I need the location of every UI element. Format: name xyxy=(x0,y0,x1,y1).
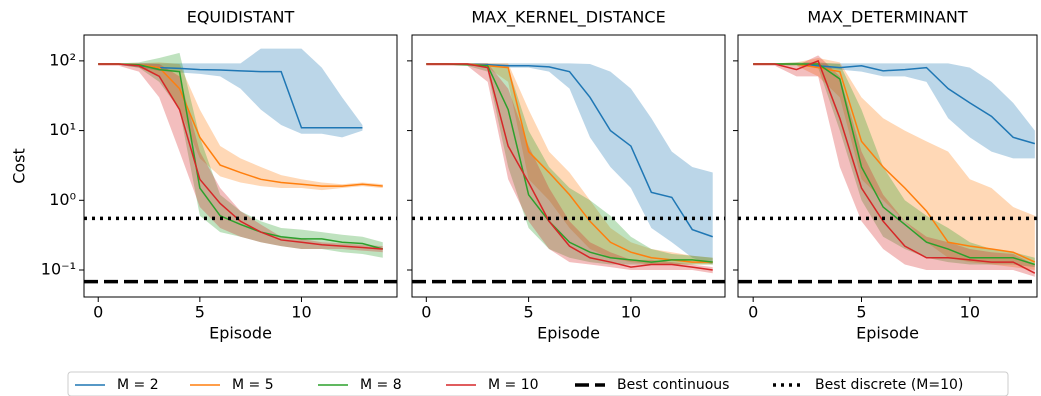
series-line xyxy=(426,63,713,271)
band xyxy=(753,55,1035,277)
x-tick-label: 10 xyxy=(621,303,641,322)
plot-frame xyxy=(737,34,1038,298)
plot-frame xyxy=(83,34,398,298)
series-line xyxy=(753,63,1036,266)
band xyxy=(98,48,363,138)
band xyxy=(753,62,1035,268)
plot-frame xyxy=(411,34,726,298)
legend-label: Best continuous xyxy=(617,377,729,393)
x-tick-label: 10 xyxy=(291,303,311,322)
subplot-title: MAX_KERNEL_DISTANCE xyxy=(471,8,665,28)
legend-label: M = 10 xyxy=(488,377,539,393)
legend-label: M = 8 xyxy=(360,377,402,393)
series-line xyxy=(98,63,383,250)
band xyxy=(426,63,713,265)
series-line xyxy=(98,63,383,250)
band xyxy=(753,63,1035,159)
band xyxy=(98,52,383,258)
band xyxy=(98,63,383,253)
band xyxy=(426,63,713,265)
subplot-title: EQUIDISTANT xyxy=(187,8,295,27)
y-axis-label: Cost xyxy=(10,148,29,184)
y-tick-label: 10⁻¹ xyxy=(41,260,76,279)
x-tick-label: 0 xyxy=(421,303,431,322)
x-tick-label: 0 xyxy=(748,303,758,322)
x-tick-label: 0 xyxy=(93,303,103,322)
series-line xyxy=(753,59,1036,274)
legend-label: M = 5 xyxy=(232,377,274,393)
subplot-title: MAX_DETERMINANT xyxy=(807,8,968,28)
legend-label: M = 2 xyxy=(117,377,159,393)
x-axis-label: Episode xyxy=(856,324,919,343)
x-axis-label: Episode xyxy=(537,324,600,343)
band xyxy=(426,63,713,265)
legend-frame xyxy=(67,371,1009,396)
legend-label: Best discrete (M=10) xyxy=(815,377,963,393)
x-tick-label: 5 xyxy=(195,303,205,322)
band xyxy=(98,62,383,191)
y-tick-label: 10² xyxy=(49,50,76,69)
x-tick-label: 5 xyxy=(524,303,534,322)
x-axis-label: Episode xyxy=(209,324,272,343)
x-tick-label: 10 xyxy=(960,303,980,322)
y-tick-label: 10⁰ xyxy=(49,190,76,209)
y-tick-label: 10¹ xyxy=(49,120,76,139)
band xyxy=(426,63,713,274)
x-tick-label: 5 xyxy=(856,303,866,322)
